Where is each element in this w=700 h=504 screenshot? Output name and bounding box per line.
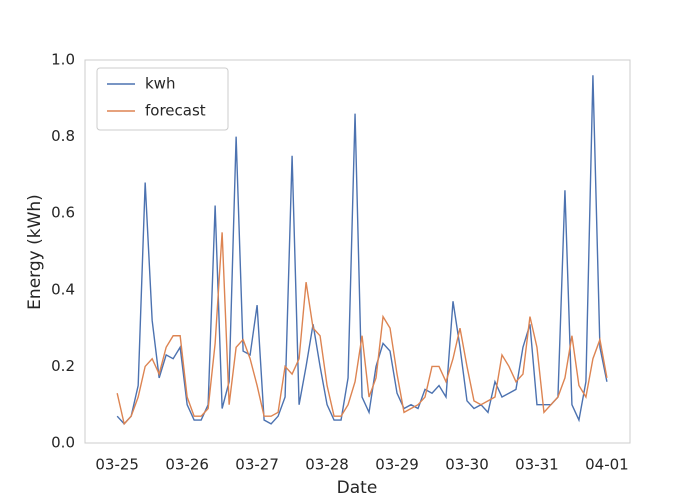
legend-label: forecast (145, 102, 206, 120)
y-axis-label: Energy (kWh) (25, 194, 45, 310)
x-tick-label: 03-27 (235, 456, 279, 474)
y-tick-label: 0.8 (51, 127, 75, 145)
plot-frame (84, 59, 631, 444)
legend-label: kwh (145, 75, 175, 93)
y-tick-label: 0.0 (51, 434, 75, 452)
x-tick-label: 03-30 (445, 456, 489, 474)
x-tick-label: 03-25 (95, 456, 139, 474)
x-tick-label: 04-01 (585, 456, 629, 474)
series-line (116, 75, 608, 425)
y-tick-label: 0.6 (51, 204, 75, 222)
y-tick-label: 0.2 (51, 357, 75, 375)
y-tick-label: 1.0 (51, 51, 75, 69)
x-tick-label: 03-31 (515, 456, 559, 474)
x-axis-label: Date (337, 478, 378, 498)
x-tick-label: 03-28 (305, 456, 349, 474)
x-tick-label: 03-29 (375, 456, 419, 474)
series-line (116, 232, 608, 426)
y-tick-label: 0.4 (51, 280, 75, 298)
x-tick-label: 03-26 (165, 456, 209, 474)
